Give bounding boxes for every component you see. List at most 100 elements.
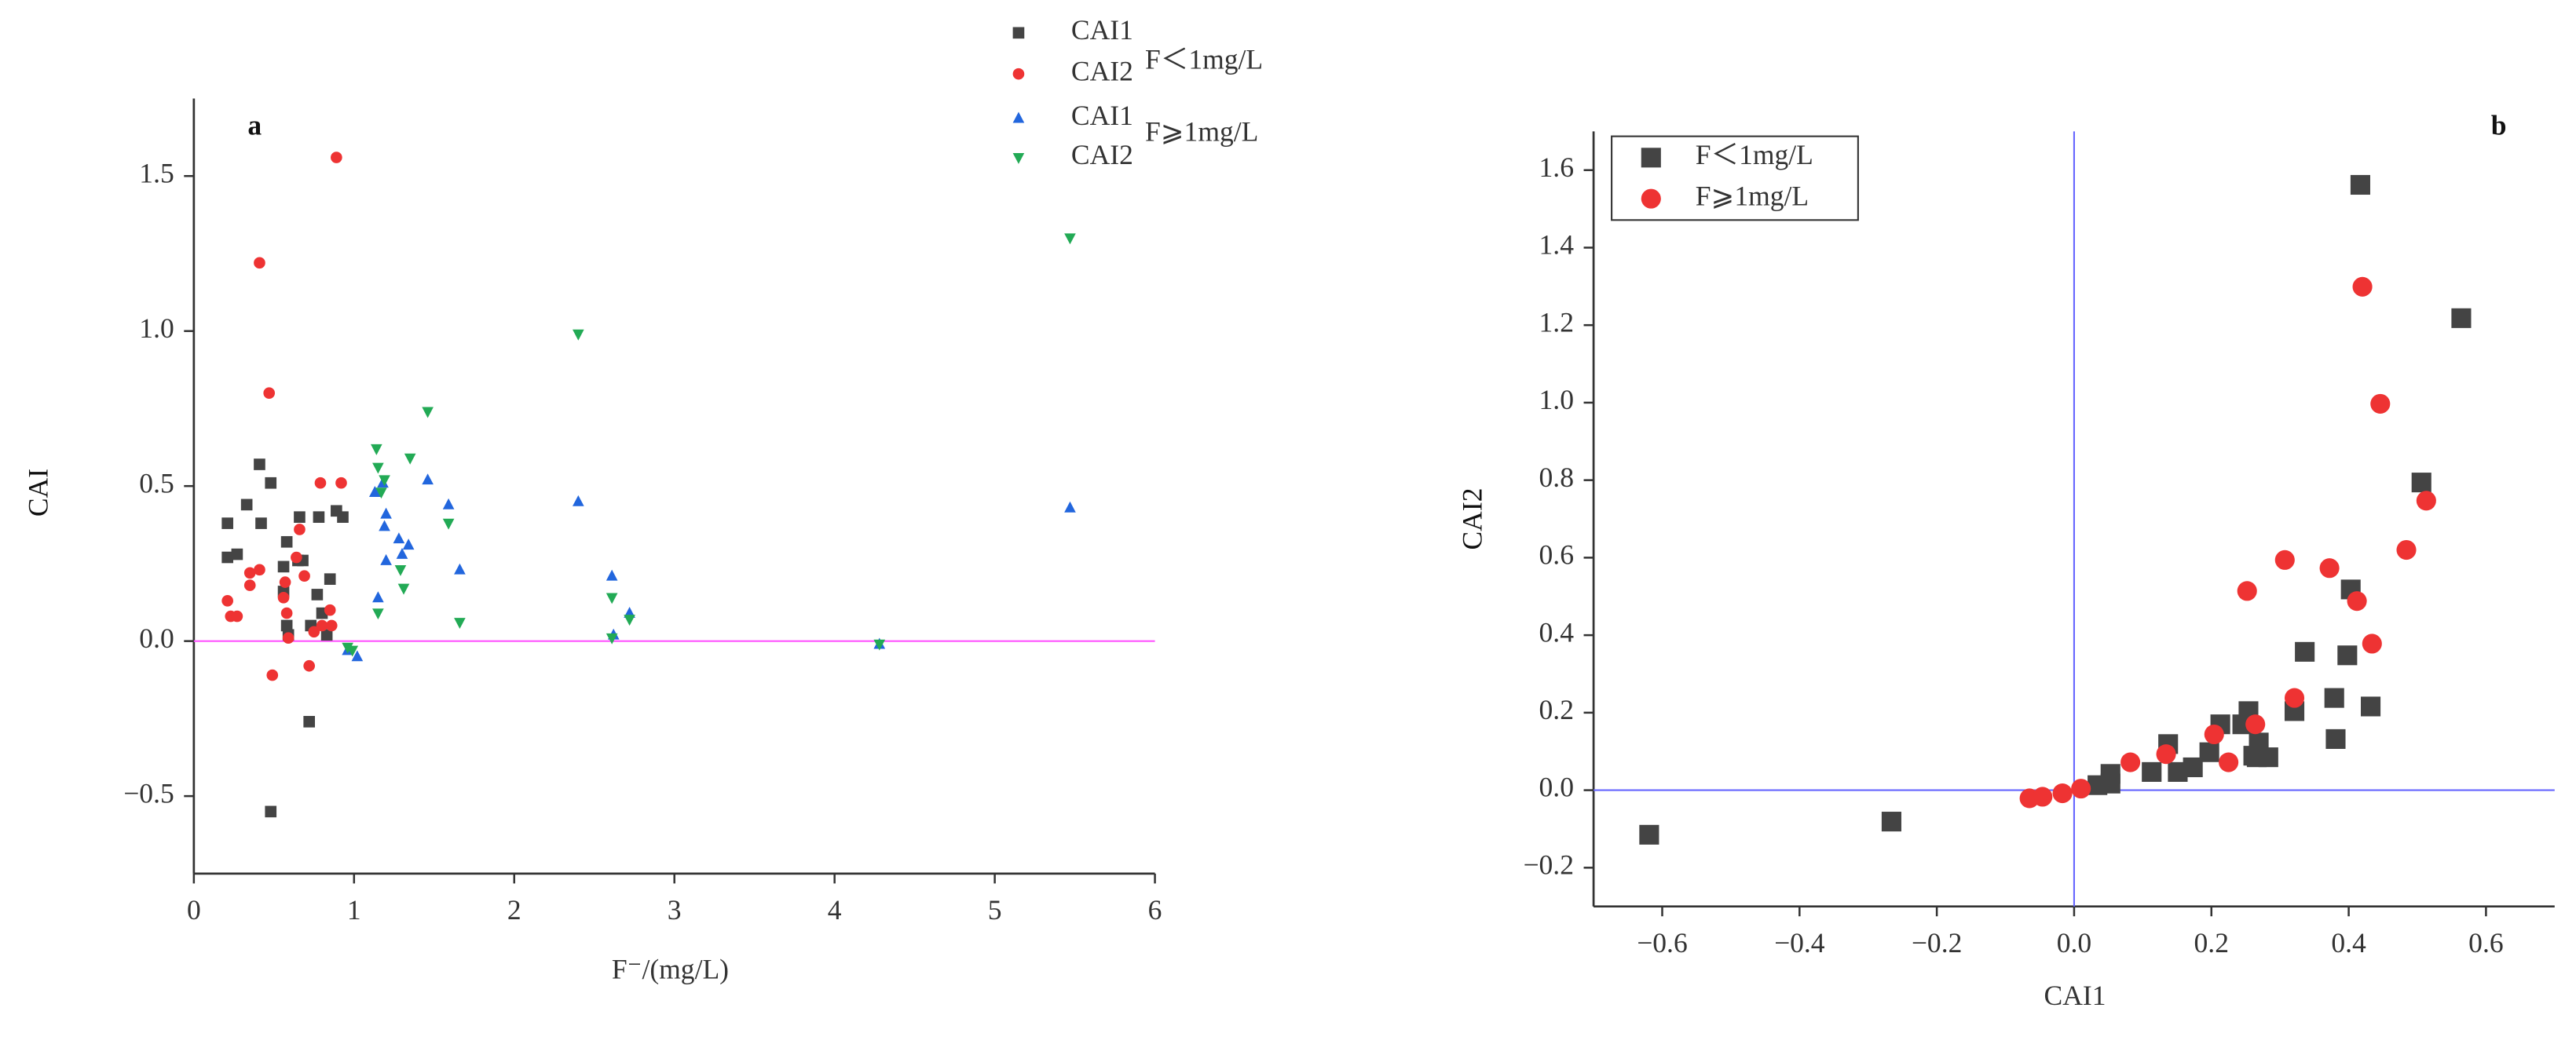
x-tick-label: −0.6 — [1637, 927, 1687, 958]
marker-square — [265, 805, 277, 818]
legend-label: CAI1 — [1071, 14, 1133, 46]
marker-square — [337, 511, 349, 524]
marker-square — [324, 573, 336, 585]
marker-square — [254, 458, 265, 470]
y-tick-label: 0.8 — [1539, 462, 1574, 493]
marker-triangle — [396, 548, 408, 559]
marker-square — [2411, 473, 2431, 493]
x-tick-label: −0.2 — [1912, 927, 1962, 958]
marker-triangle-down — [342, 642, 353, 654]
y-tick-label: 0.0 — [1539, 772, 1574, 803]
marker-triangle — [1064, 501, 1076, 513]
marker-circle — [2071, 779, 2091, 799]
x-tick-label: 0.4 — [2331, 927, 2366, 958]
marker-square — [2451, 308, 2472, 328]
marker-square — [2142, 761, 2162, 782]
marker-circle — [2219, 752, 2239, 772]
y-tick-label: 0.6 — [1539, 539, 1574, 571]
marker-circle — [2352, 276, 2373, 297]
panel-label: a — [247, 109, 262, 141]
legend-label: CAI2 — [1071, 55, 1133, 86]
marker-triangle — [368, 486, 381, 497]
marker-circle — [1012, 68, 1025, 80]
marker-circle — [2396, 539, 2417, 560]
marker-triangle — [372, 591, 384, 603]
x-tick-label: 3 — [668, 894, 682, 926]
x-axis-label: F⁻/(mg/L) — [612, 954, 729, 985]
marker-square — [255, 517, 267, 529]
marker-triangle — [422, 473, 434, 485]
marker-circle — [331, 152, 342, 163]
marker-square — [1639, 824, 1659, 845]
y-tick-label: 0.4 — [1539, 616, 1575, 648]
marker-triangle-down — [379, 475, 390, 487]
marker-triangle — [380, 553, 392, 565]
marker-triangle-down — [375, 487, 387, 499]
marker-circle — [243, 567, 256, 579]
marker-circle — [279, 576, 291, 588]
marker-square — [2100, 773, 2120, 794]
marker-triangle-down — [404, 453, 416, 465]
marker-triangle-down — [397, 583, 410, 595]
marker-square — [280, 619, 293, 632]
legend-label: CAI2 — [1071, 139, 1133, 170]
y-tick-label: 1.4 — [1539, 229, 1575, 261]
marker-square — [240, 498, 253, 511]
marker-circle — [231, 610, 243, 623]
x-tick-label: 5 — [988, 894, 1002, 926]
legend-label: F⩾1mg/L — [1696, 180, 1809, 211]
marker-circle — [221, 594, 233, 607]
marker-circle — [2120, 752, 2141, 772]
marker-square — [1012, 27, 1025, 39]
marker-triangle — [573, 495, 584, 506]
y-tick-label: 1.2 — [1539, 306, 1574, 338]
legend-group: F＜1mg/L — [1145, 44, 1263, 75]
marker-triangle-down — [606, 633, 618, 644]
marker-triangle — [393, 532, 405, 544]
marker-square — [221, 517, 233, 529]
marker-square — [280, 535, 293, 548]
marker-circle — [2052, 783, 2073, 804]
x-tick-label: 4 — [828, 894, 842, 926]
marker-triangle-down — [372, 462, 384, 474]
marker-square — [311, 589, 324, 601]
marker-circle — [277, 592, 290, 604]
legend-label: F＜1mg/L — [1696, 139, 1813, 170]
marker-square — [2337, 645, 2358, 666]
legend-group: F⩾1mg/L — [1145, 116, 1258, 148]
marker-circle — [308, 626, 320, 638]
marker-square — [2295, 641, 2315, 662]
marker-circle — [325, 619, 338, 632]
marker-circle — [291, 551, 302, 564]
y-tick-label: 1.6 — [1539, 152, 1574, 183]
marker-square — [303, 716, 316, 728]
marker-square — [2258, 747, 2278, 768]
x-tick-label: −0.4 — [1774, 927, 1825, 958]
marker-triangle-down — [454, 618, 466, 630]
marker-triangle-down — [1012, 152, 1025, 164]
marker-triangle-down — [1064, 233, 1076, 245]
y-tick-label: 1.5 — [139, 157, 174, 188]
x-tick-label: 0 — [187, 894, 201, 926]
marker-triangle — [379, 520, 390, 531]
marker-triangle-down — [573, 329, 584, 341]
marker-triangle — [606, 569, 618, 581]
marker-circle — [2370, 393, 2391, 414]
x-tick-label: 1 — [347, 894, 361, 926]
marker-triangle — [442, 498, 455, 509]
marker-circle — [314, 477, 327, 489]
y-tick-label: 0.5 — [139, 467, 174, 498]
marker-circle — [2204, 724, 2224, 745]
marker-triangle — [402, 539, 415, 550]
marker-circle — [294, 524, 306, 535]
marker-triangle-down — [422, 407, 434, 418]
marker-circle — [254, 257, 265, 269]
y-tick-label: 1.0 — [1539, 384, 1574, 415]
marker-square — [2350, 174, 2370, 195]
marker-triangle-down — [624, 615, 635, 626]
marker-triangle-down — [372, 608, 384, 620]
marker-square — [2360, 696, 2381, 717]
marker-circle — [282, 632, 295, 644]
